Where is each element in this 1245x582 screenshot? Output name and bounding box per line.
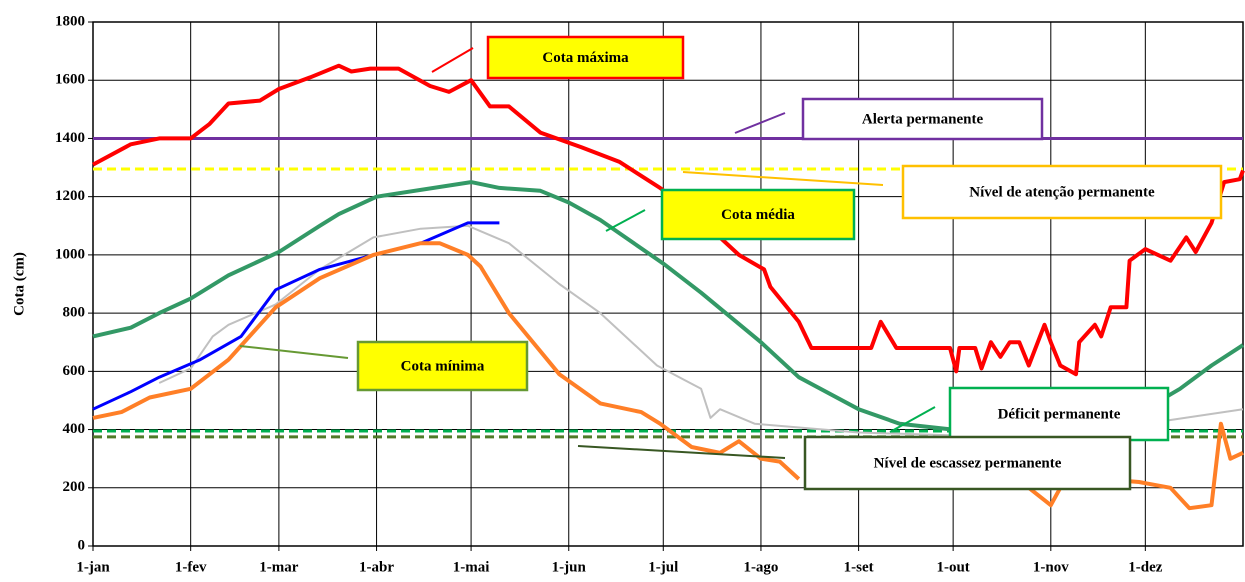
- x-tick-label: 1-abr: [359, 559, 394, 575]
- annotation-text: Déficit permanente: [998, 406, 1121, 422]
- annotation-leader: [239, 345, 349, 359]
- x-tick-label: 1-out: [936, 559, 969, 575]
- annotation-text: Cota máxima: [542, 50, 629, 66]
- annotation-text: Nível de atenção permanente: [969, 184, 1155, 200]
- annotation-box: [660, 188, 856, 241]
- annotation-leader: [889, 406, 936, 433]
- x-tick-label: 1-mai: [453, 559, 490, 575]
- x-tick-label: 1-set: [844, 559, 874, 575]
- annotation-leader: [605, 209, 646, 232]
- x-tick-label: 1-dez: [1128, 559, 1162, 575]
- annotation-leader: [734, 112, 786, 134]
- annotation-box: [486, 35, 685, 80]
- x-tick-label: 1-nov: [1033, 559, 1069, 575]
- y-tick-label: 1400: [55, 130, 85, 146]
- x-tick-label: 1-mar: [259, 559, 298, 575]
- plot-frame: [92, 21, 1244, 547]
- y-tick-label: 600: [63, 363, 86, 379]
- y-tick-label: 1600: [55, 72, 85, 88]
- y-tick-label: 0: [78, 537, 86, 553]
- y-tick-label: 1200: [55, 188, 85, 204]
- annotation-text: Cota média: [721, 207, 795, 223]
- y-tick-label: 1800: [55, 13, 85, 29]
- series-line: [92, 63, 1245, 377]
- y-tick-label: 1000: [55, 246, 85, 262]
- x-tick-label: 1-jul: [648, 559, 678, 575]
- series-line: [92, 241, 1244, 511]
- annotation-leader: [577, 445, 786, 459]
- annotation-text: Nível de escassez permanente: [874, 455, 1062, 471]
- annotation-box: [801, 97, 1044, 141]
- y-axis-label: Cota (cm): [11, 252, 27, 316]
- y-tick-label: 200: [63, 479, 86, 495]
- y-tick-label: 400: [63, 421, 86, 437]
- y-tick-label: 800: [63, 305, 86, 321]
- x-tick-label: 1-jan: [76, 559, 110, 575]
- annotation-box: [948, 386, 1170, 442]
- annotation-leader: [431, 47, 474, 73]
- x-tick-label: 1-ago: [743, 559, 778, 575]
- x-tick-label: 1-fev: [175, 559, 207, 575]
- annotation-box: [901, 164, 1223, 220]
- series-line: [92, 221, 500, 411]
- x-tick-label: 1-jun: [552, 559, 587, 575]
- series-line: [158, 224, 1244, 437]
- annotation-box: [356, 340, 529, 392]
- annotation-box: [803, 435, 1132, 491]
- annotation-text: Alerta permanente: [862, 111, 984, 127]
- annotation-text: Cota mínima: [401, 358, 485, 374]
- annotation-leader: [682, 171, 884, 186]
